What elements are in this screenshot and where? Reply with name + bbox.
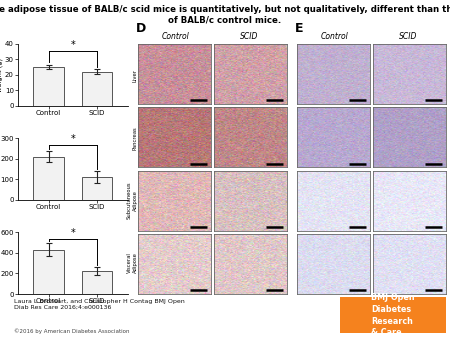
Text: *: * [70, 135, 75, 144]
Text: Liver: Liver [132, 69, 138, 82]
Text: of BALB/c control mice.: of BALB/c control mice. [168, 15, 282, 24]
Text: Visceral
Adipose: Visceral Adipose [127, 252, 138, 273]
Text: Control: Control [162, 32, 189, 41]
Text: ©2016 by American Diabetes Association: ©2016 by American Diabetes Association [14, 328, 129, 334]
Text: SCID: SCID [240, 32, 259, 41]
Bar [33, 250, 64, 294]
Text: The adipose tissue of BALB/c scid mice is quantitatively, but not qualitatively,: The adipose tissue of BALB/c scid mice i… [0, 5, 450, 14]
Text: *: * [70, 228, 75, 239]
Text: D: D [136, 23, 146, 35]
Text: E: E [295, 23, 304, 35]
Text: Control: Control [320, 32, 348, 41]
Bar [33, 156, 64, 200]
Text: Laura L Bronsart, and Christopher H Contag BMJ Open
Diab Res Care 2016;4:e000136: Laura L Bronsart, and Christopher H Cont… [14, 299, 184, 310]
Text: *: * [70, 40, 75, 50]
Bar [81, 72, 112, 106]
Bar [81, 177, 112, 200]
Text: Subcutaneous
Adipose: Subcutaneous Adipose [127, 182, 138, 219]
Text: Pancreas: Pancreas [132, 126, 138, 150]
Text: SCID: SCID [399, 32, 418, 41]
Y-axis label: weight (g): weight (g) [0, 58, 4, 92]
Text: BMJ Open
Diabetes
Research
& Care: BMJ Open Diabetes Research & Care [371, 293, 414, 337]
Bar [81, 271, 112, 294]
Bar [33, 67, 64, 106]
